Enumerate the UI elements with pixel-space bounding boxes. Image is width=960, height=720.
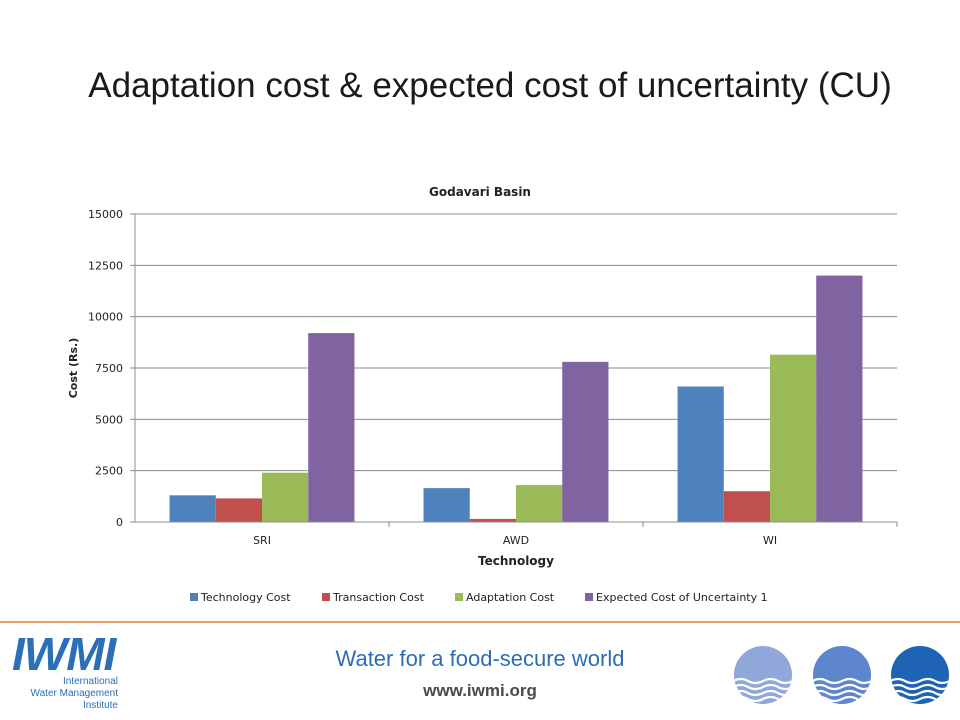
axes: 0 2500 5000 7500 10000 12500 15000 SRI AWD WI	[88, 208, 898, 547]
water-globe-icon-light	[734, 646, 792, 704]
y-tick-label: 12500	[88, 259, 123, 272]
logo-name-line-1: International	[62, 676, 118, 687]
y-tick-label: 15000	[88, 208, 123, 221]
logo-name-line-2: Water Management	[30, 688, 118, 699]
bar-wi-expected-cost-of-uncertainty-1	[816, 275, 863, 522]
legend-swatch	[455, 593, 463, 601]
iwmi-logo: IWMI International Water Management Inst…	[12, 628, 120, 712]
legend: Technology Cost Transaction Cost Adaptatio…	[190, 591, 768, 604]
logo-name-line-3: Institute	[82, 700, 118, 711]
legend-label: Adaptation Cost	[466, 591, 555, 604]
x-tick-label: AWD	[503, 534, 529, 547]
y-tick-label: 5000	[95, 413, 123, 426]
y-tick-label: 2500	[95, 465, 123, 478]
legend-label: Technology Cost	[200, 591, 291, 604]
bar-wi-transaction-cost	[723, 491, 770, 522]
x-tick-label: WI	[763, 534, 777, 547]
bar-sri-expected-cost-of-uncertainty-1	[308, 333, 355, 522]
bar-wi-technology-cost	[677, 386, 724, 522]
bar-awd-expected-cost-of-uncertainty-1	[562, 361, 609, 522]
bar-awd-technology-cost	[423, 488, 470, 522]
bar-awd-adaptation-cost	[516, 485, 563, 522]
legend-swatch	[190, 593, 198, 601]
y-tick-label: 7500	[95, 362, 123, 375]
footer-divider	[0, 621, 960, 623]
water-globe-icon-medium	[813, 646, 871, 704]
x-axis-label: Technology	[478, 554, 554, 568]
legend-label: Transaction Cost	[332, 591, 425, 604]
bars	[169, 275, 863, 522]
website-url: www.iwmi.org	[423, 681, 537, 700]
bar-sri-adaptation-cost	[262, 472, 309, 522]
legend-swatch	[322, 593, 330, 601]
bar-sri-transaction-cost	[215, 498, 262, 522]
bar-wi-adaptation-cost	[770, 354, 817, 522]
legend-label: Expected Cost of Uncertainty 1	[596, 591, 768, 604]
y-tick-label: 10000	[88, 311, 123, 324]
chart-title: Godavari Basin	[429, 185, 531, 199]
logo-mark: IWMI	[12, 628, 116, 680]
y-axis-label: Cost (Rs.)	[67, 338, 80, 399]
slide-title: Adaptation cost & expected cost of uncer…	[88, 66, 892, 105]
bar-awd-transaction-cost	[469, 518, 516, 522]
y-tick-label: 0	[116, 516, 123, 529]
bar-chart: Godavari Basin Cost (Rs.) Technology 0 25…	[67, 185, 898, 604]
water-globe-icon-dark	[891, 646, 949, 704]
x-tick-label: SRI	[253, 534, 271, 547]
legend-swatch	[585, 593, 593, 601]
gridlines	[135, 213, 897, 472]
tagline: Water for a food-secure world	[335, 646, 625, 671]
bar-sri-technology-cost	[169, 495, 216, 522]
